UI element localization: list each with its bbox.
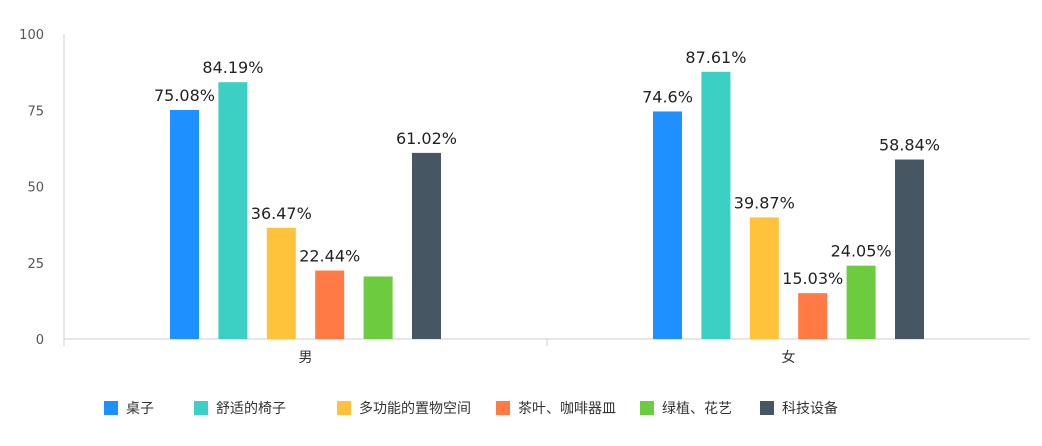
x-category-label: 女: [782, 349, 796, 366]
legend-label: 舒适的椅子: [216, 401, 286, 417]
bars: [170, 71, 924, 340]
legend-label: 绿植、花艺: [662, 401, 732, 417]
data-label: 24.05%: [831, 242, 892, 261]
bar: [895, 159, 924, 339]
data-label: 39.87%: [734, 193, 795, 212]
legend-label: 桌子: [126, 401, 154, 417]
bar: [701, 71, 731, 340]
y-tick-label: 100: [19, 28, 44, 43]
legend-swatch: [760, 401, 774, 415]
legend-swatch: [194, 401, 208, 415]
x-category-label: 男: [299, 350, 313, 366]
bar: [846, 265, 876, 339]
legend-swatch: [104, 401, 118, 415]
data-label: 61.02%: [396, 129, 457, 148]
y-tick-label: 75: [27, 104, 44, 119]
data-label: 87.61%: [685, 48, 746, 67]
y-tick-label: 25: [27, 257, 44, 272]
data-label: 84.19%: [202, 58, 263, 77]
legend-label: 茶叶、咖啡器皿: [518, 401, 616, 417]
y-tick-label: 0: [36, 333, 44, 348]
bar: [412, 152, 441, 339]
x-categories: 男女: [299, 339, 796, 366]
legend-label: 科技设备: [782, 400, 838, 417]
data-labels: 75.08% 84.19% 36.47% 22.44% 61.02% 74.6% 87.61…: [154, 48, 940, 288]
bar: [315, 270, 345, 339]
legend-swatch: [640, 401, 654, 415]
y-tick-label: 50: [27, 181, 44, 196]
data-label: 15.03%: [782, 269, 843, 288]
bar: [170, 110, 199, 339]
bar: [798, 293, 828, 339]
data-label: 74.6%: [642, 87, 693, 106]
legend-swatch: [337, 401, 351, 415]
legend: 桌子 舒适的椅子 多功能的置物空间 茶叶、咖啡器皿 绿植、花艺 科技设备: [104, 400, 838, 417]
bar: [749, 217, 779, 339]
legend-swatch: [496, 401, 510, 415]
bar: [653, 111, 682, 339]
bar: [363, 276, 393, 339]
legend-label: 多功能的置物空间: [359, 400, 471, 417]
data-label: 58.84%: [879, 136, 940, 155]
bar: [266, 227, 296, 339]
data-label: 36.47%: [251, 204, 312, 223]
data-label: 75.08%: [154, 86, 215, 105]
bar: [218, 82, 248, 340]
data-label: 22.44%: [299, 247, 360, 266]
y-ticks: 0 25 50 75 100: [19, 28, 44, 348]
